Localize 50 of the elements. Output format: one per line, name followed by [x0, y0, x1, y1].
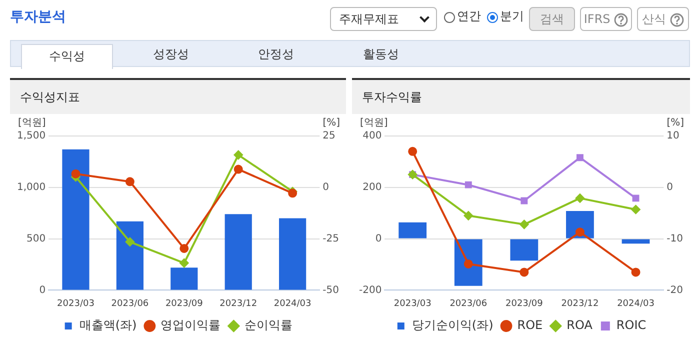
x-tick-label: 2023/03 — [394, 298, 432, 309]
y2-tick-label: 10 — [666, 130, 680, 142]
y-tick-label: -200 — [358, 284, 382, 296]
y-axis-title: [억원] — [18, 118, 46, 129]
chart-title: 수익성지표 — [10, 80, 346, 114]
y-tick-label: 0 — [39, 284, 46, 296]
text: 분기 — [500, 8, 524, 25]
y-axis-title: [억원] — [360, 118, 388, 129]
text: 성장성 — [152, 46, 190, 63]
x-tick-label: 2023/06 — [111, 298, 149, 309]
text: 활동성 — [362, 46, 400, 63]
y-tick-label: 200 — [362, 182, 382, 193]
legend-label: 매출액(좌) — [79, 318, 137, 332]
y2-tick-label: -25 — [322, 233, 340, 244]
y2-tick-label: -50 — [322, 284, 340, 296]
text: 연간 — [457, 8, 481, 25]
text: 주재무제표 — [330, 7, 437, 31]
y2-tick-label: 0 — [666, 182, 674, 193]
legend-label: ROA — [566, 318, 594, 332]
y2-axis-title: [%] — [322, 118, 340, 129]
x-tick-label: 2023/09 — [505, 298, 544, 309]
legend-label: 당기순이익(좌) — [412, 318, 494, 332]
y-tick-label: 0 — [375, 233, 382, 244]
y-tick-label: 1,000 — [16, 182, 46, 193]
chart-title: 투자수익률 — [352, 80, 690, 114]
text: IFRS — [580, 7, 632, 31]
x-tick-label: 2023/06 — [450, 298, 488, 309]
y-tick-label: 400 — [362, 130, 382, 142]
text: 수익성 — [21, 44, 113, 69]
text: 투자분석 — [10, 8, 66, 26]
y2-tick-label: -20 — [666, 284, 684, 296]
legend-label: 순이익률 — [244, 318, 293, 332]
y2-tick-label: -10 — [666, 233, 684, 244]
x-tick-label: 2024/03 — [274, 298, 312, 309]
y-tick-label: 500 — [26, 233, 46, 244]
y2-tick-label: 0 — [322, 182, 330, 193]
legend-label: ROE — [517, 318, 543, 332]
text: 산식 — [637, 7, 689, 31]
y-tick-label: 1,500 — [16, 130, 46, 142]
y2-tick-label: 25 — [322, 130, 336, 142]
x-tick-label: 2023/12 — [220, 298, 258, 309]
text: 안정성 — [257, 46, 295, 63]
legend-label: 영업이익률 — [160, 318, 221, 332]
x-tick-label: 2023/03 — [57, 298, 94, 309]
y2-axis-title: [%] — [666, 118, 684, 129]
legend-label: ROIC — [616, 318, 646, 332]
text: 검색 — [529, 7, 575, 31]
x-tick-label: 2023/12 — [561, 298, 599, 309]
x-tick-label: 2023/09 — [165, 298, 204, 309]
x-tick-label: 2024/03 — [617, 298, 654, 309]
